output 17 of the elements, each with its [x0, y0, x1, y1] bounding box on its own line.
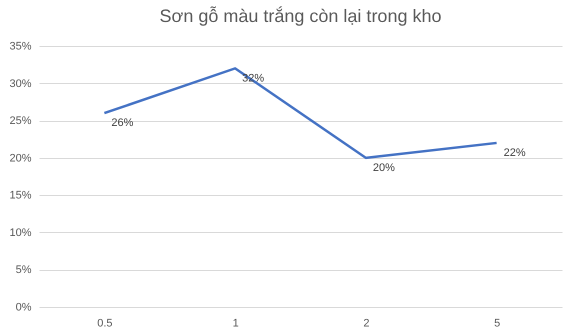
y-tick-label: 5%	[16, 264, 32, 276]
chart-title: Sơn gỗ màu trắng còn lại trong kho	[160, 6, 442, 26]
y-tick-label: 10%	[9, 226, 32, 239]
y-tick-label: 35%	[9, 40, 32, 52]
y-tick-label: 30%	[9, 78, 32, 90]
x-tick-label: 2	[363, 318, 370, 330]
y-tick-label: 25%	[9, 115, 32, 128]
y-tick-label: 15%	[9, 190, 32, 202]
data-label: 22%	[504, 146, 526, 159]
x-tick-label: 5	[494, 318, 500, 330]
x-tick-label: 0.5	[97, 318, 113, 330]
y-tick-label: 0%	[16, 302, 32, 314]
line-series	[103, 67, 498, 160]
data-label: 26%	[111, 117, 134, 130]
data-label: 20%	[372, 162, 396, 174]
y-tick-label: 20%	[9, 152, 32, 164]
x-tick-label: 1	[232, 318, 239, 330]
